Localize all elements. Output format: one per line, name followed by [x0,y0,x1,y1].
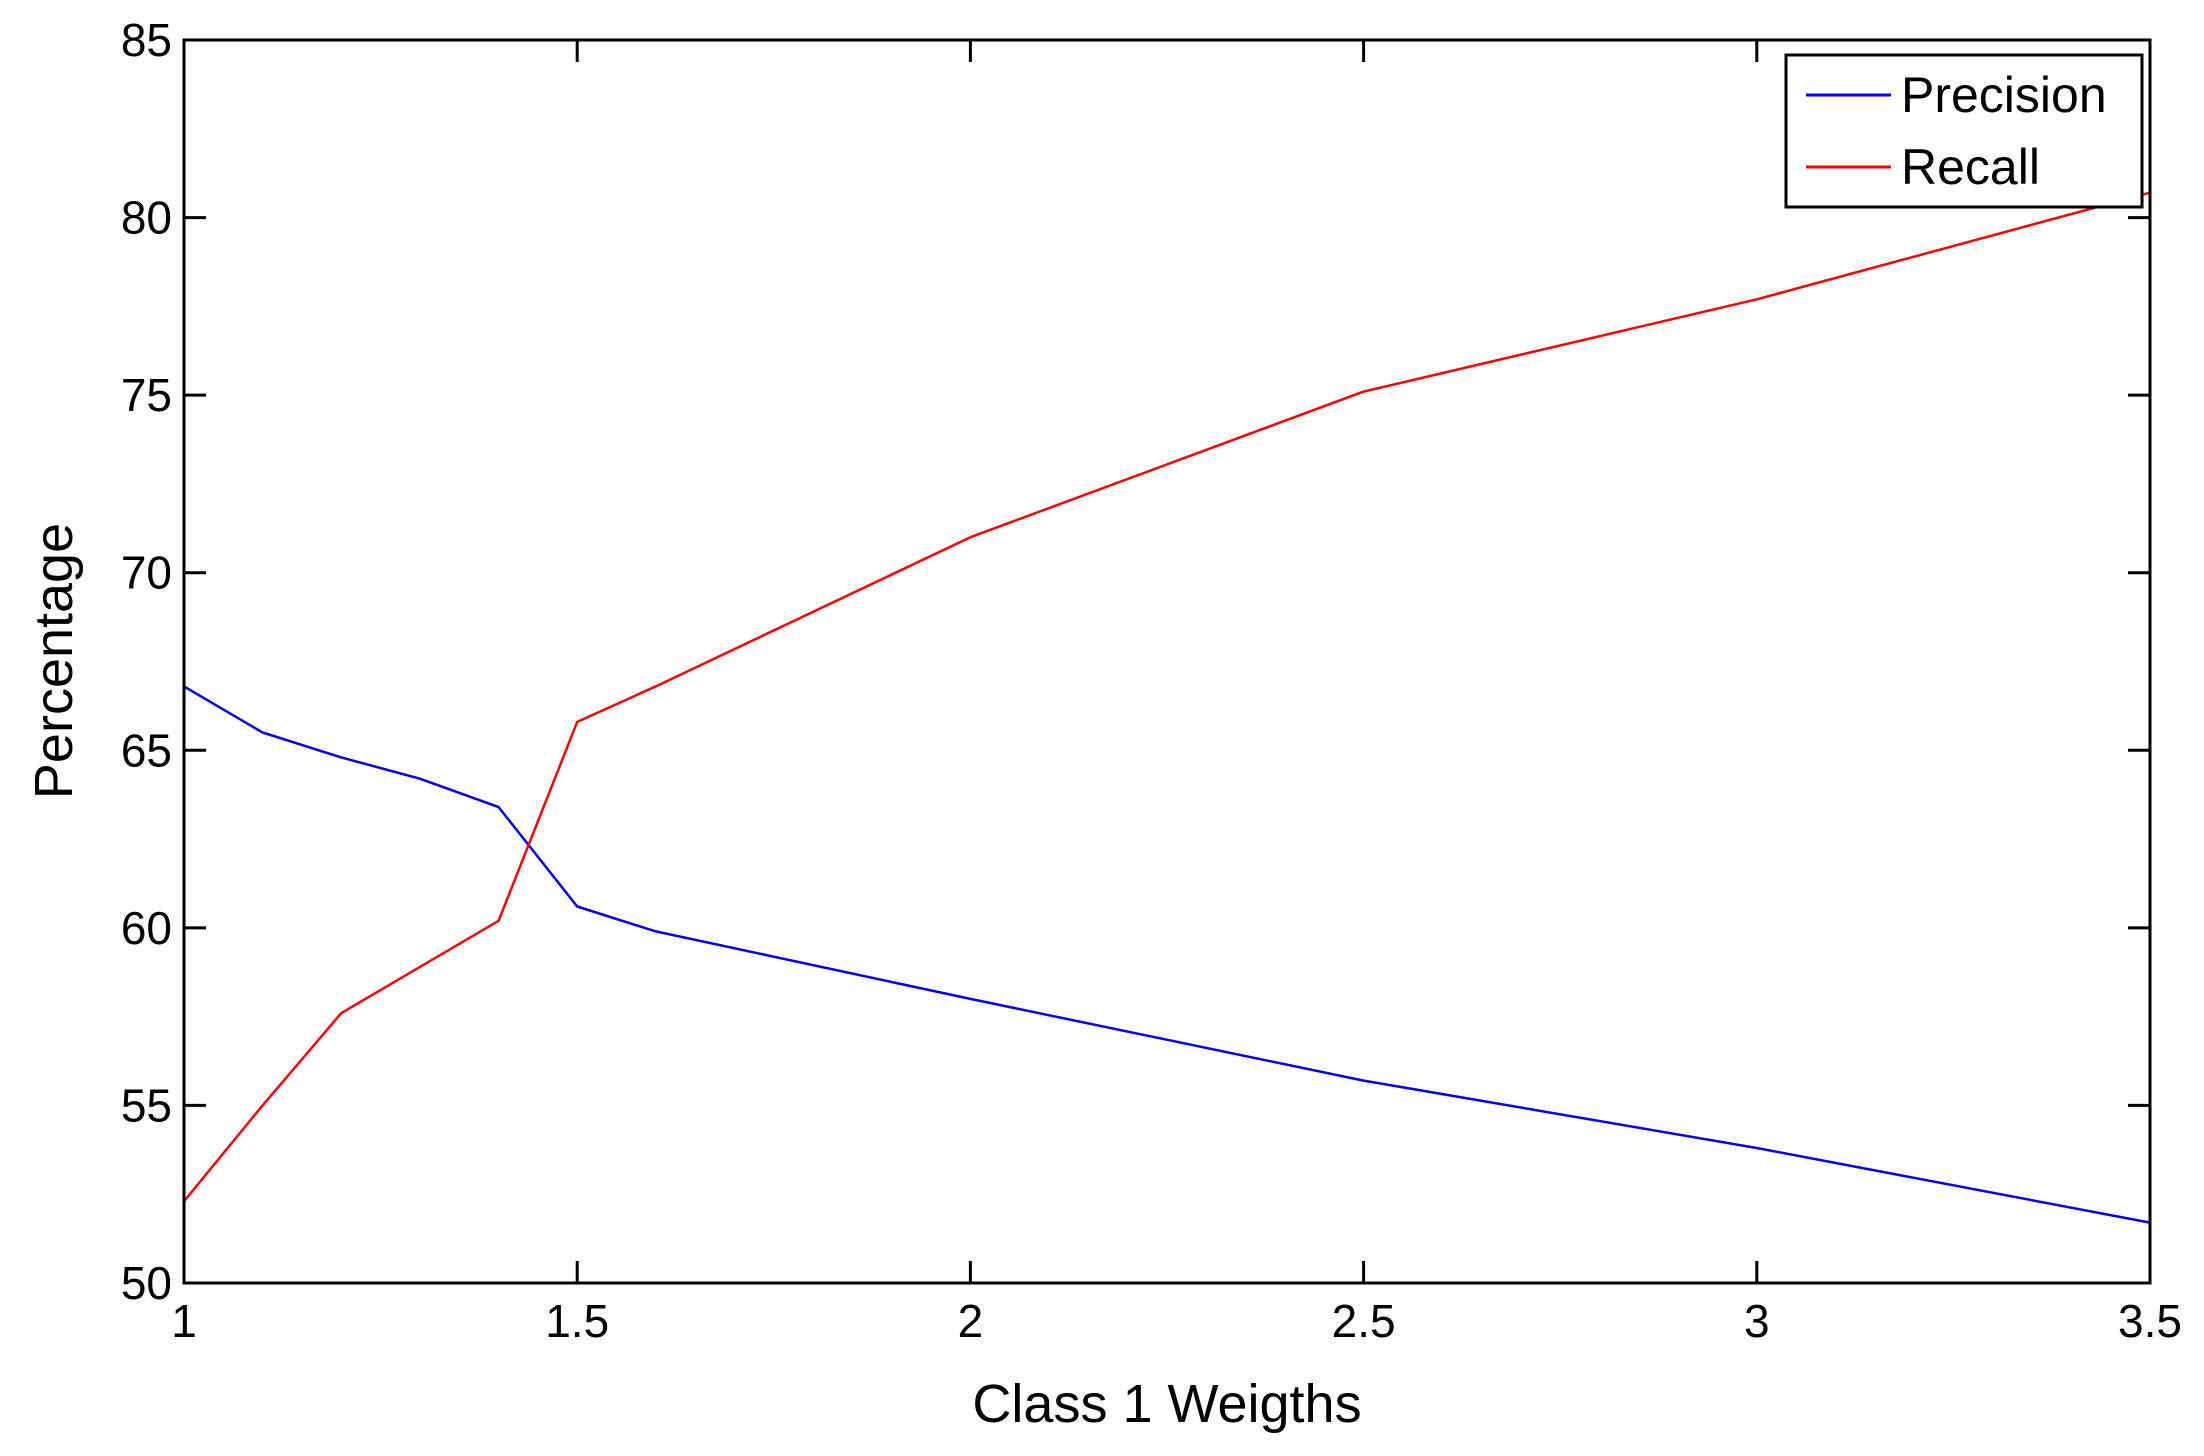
y-tick-label: 60 [121,902,172,954]
x-tick-label: 3 [1744,1295,1770,1347]
y-tick-label: 75 [121,369,172,421]
y-tick-label: 65 [121,724,172,776]
x-tick-label: 2.5 [1332,1295,1396,1347]
x-axis-title: Class 1 Weigths [972,1374,1361,1434]
y-axis-title: Percentage [24,523,84,799]
plot-frame [182,38,2152,1285]
legend-box [1784,53,2144,209]
y-tick-label: 50 [121,1257,172,1309]
legend-label-recall: Recall [1901,139,2040,195]
series-line-precision [183,685,2151,1224]
y-tick-label: 70 [121,547,172,599]
x-tick-label: 3.5 [2118,1295,2182,1347]
series-layer [183,191,2151,1224]
y-tick-label: 85 [121,14,172,66]
tick-labels: 1 1.5 2 2.5 3 3.5 50 55 60 65 70 75 80 85 [121,14,2182,1347]
legend: Precision Recall [1784,53,2144,209]
legend-label-precision: Precision [1901,67,2107,123]
y-tick-label: 55 [121,1079,172,1131]
series-line-recall [183,191,2151,1203]
plot-area [184,40,2150,1283]
y-tick-label: 80 [121,192,172,244]
x-tick-label: 1.5 [545,1295,609,1347]
x-tick-label: 1 [171,1295,197,1347]
x-tick-label: 2 [958,1295,984,1347]
